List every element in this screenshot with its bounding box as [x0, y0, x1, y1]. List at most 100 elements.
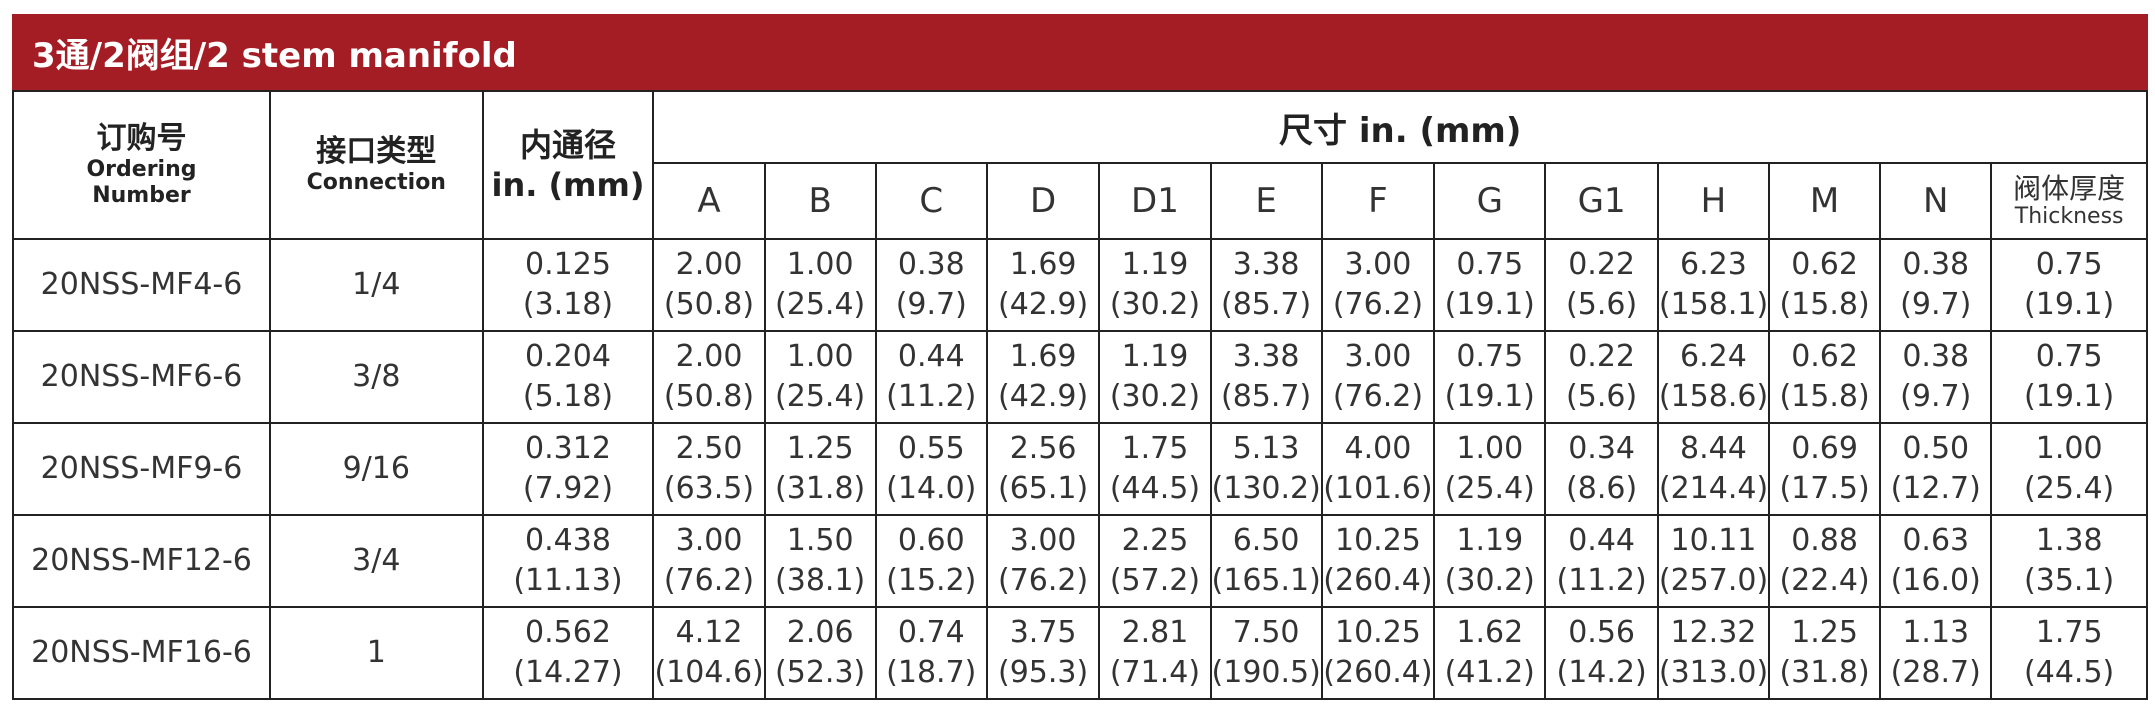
value-inch: 0.22 [1568, 339, 1635, 374]
value-inch: 0.312 [525, 431, 611, 466]
value-inch: 0.60 [897, 523, 965, 558]
value-inch: 5.13 [1232, 431, 1300, 466]
dimension-cell: 1.69 (42.9) [985, 330, 1101, 424]
dimension-cell: 0.44 (11.2) [874, 330, 988, 424]
value-mm: (19.1) [1444, 379, 1535, 414]
value-mm: (15.8) [1779, 287, 1870, 322]
value-inch: 3.38 [1232, 339, 1300, 374]
value-mm: (85.7) [1220, 379, 1312, 414]
value-mm: (5.6) [1566, 287, 1638, 322]
value-mm: (95.3) [998, 655, 1089, 690]
dim-col-header: D [985, 162, 1101, 240]
value-mm: (257.0) [1658, 563, 1769, 598]
bore-cell: 0.125 (3.18) [481, 238, 655, 332]
dimension-cell: 1.25 (31.8) [1768, 606, 1882, 700]
value-mm: (260.4) [1323, 655, 1433, 690]
ordering-number-cell: 20NSS-MF12-6 [11, 514, 272, 608]
dimension-cell: 2.81 (71.4) [1098, 606, 1212, 700]
connection-cell: 3/8 [269, 330, 484, 424]
value-mm: (5.6) [1566, 379, 1638, 414]
value-inch: 0.204 [525, 339, 611, 374]
bore-cell: 0.562 (14.27) [481, 606, 655, 700]
value-mm: (25.4) [1444, 471, 1535, 506]
value-mm: (30.2) [1444, 563, 1535, 598]
value-inch: 1.19 [1456, 523, 1524, 558]
value-inch: 1.00 [1456, 431, 1524, 466]
dim-col-header: A [652, 162, 766, 240]
value-inch: 10.25 [1334, 615, 1421, 650]
value-mm: (31.8) [1779, 655, 1870, 690]
table-row: 20NSS-MF9-6 9/16 0.312 (7.92) 2.50 (63.5) 1.25… [11, 422, 2148, 516]
dimension-cell: 0.22 (5.6) [1544, 330, 1659, 424]
value-mm: (190.5) [1211, 655, 1321, 690]
value-mm: (25.4) [775, 379, 866, 414]
dimension-cell: 6.24 (158.6) [1656, 330, 1771, 424]
page-title: 3通/2阀组/2 stem manifold [32, 35, 517, 76]
thickness-header: 阀体厚度 Thickness [1990, 162, 2148, 240]
value-mm: (30.2) [1109, 287, 1201, 322]
value-mm: (19.1) [2024, 287, 2115, 322]
value-inch: 1.62 [1456, 615, 1524, 650]
dimension-cell: 1.00 (25.4) [763, 238, 877, 332]
table-row: 20NSS-MF4-6 1/4 0.125 (3.18) 2.00 (50.8) 1.00 (… [11, 238, 2148, 332]
thickness-cell: 1.00 (25.4) [1990, 422, 2148, 516]
ordering-header: 订购号 Ordering Number [11, 90, 272, 240]
dimension-cell: 0.74 (18.7) [874, 606, 988, 700]
dim-col-header: B [763, 162, 877, 240]
value-inch: 0.44 [897, 339, 965, 374]
value-inch: 0.75 [2035, 247, 2103, 282]
dim-col-header: H [1656, 162, 1771, 240]
value-inch: 10.25 [1334, 523, 1421, 558]
value-inch: 8.44 [1680, 431, 1747, 466]
bore-cell: 0.204 (5.18) [481, 330, 655, 424]
ordering-header-en-1: Ordering [86, 157, 197, 182]
dimension-cell: 0.56 (14.2) [1544, 606, 1659, 700]
dimension-cell: 2.00 (50.8) [652, 238, 766, 332]
dimension-cell: 3.00 (76.2) [652, 514, 766, 608]
value-inch: 2.25 [1121, 523, 1189, 558]
value-mm: (9.7) [895, 287, 967, 322]
value-inch: 1.69 [1009, 339, 1077, 374]
dimension-cell: 0.75 (19.1) [1433, 330, 1547, 424]
dimension-cell: 8.44 (214.4) [1656, 422, 1771, 516]
value-inch: 1.25 [786, 431, 854, 466]
connection-cell: 3/4 [269, 514, 484, 608]
dimension-cell: 1.00 (25.4) [763, 330, 877, 424]
value-inch: 0.22 [1568, 247, 1635, 282]
thickness-header-cn: 阀体厚度 [2013, 172, 2126, 205]
dim-col-header: G [1433, 162, 1547, 240]
value-inch: 0.63 [1902, 523, 1970, 558]
dimension-cell: 1.50 (38.1) [763, 514, 877, 608]
value-mm: (25.4) [2024, 471, 2115, 506]
value-mm: (30.2) [1109, 379, 1201, 414]
value-mm: (31.8) [775, 471, 866, 506]
table-row: 20NSS-MF16-6 1 0.562 (14.27) 4.12 (104.6) 2.06… [11, 606, 2148, 700]
value-inch: 0.125 [525, 247, 611, 282]
dim-col-header: G1 [1544, 162, 1659, 240]
thickness-cell: 0.75 (19.1) [1990, 330, 2148, 424]
dim-col-header: E [1209, 162, 1323, 240]
spec-table: 订购号 Ordering Number 接口类型 Connection 内通径 … [11, 90, 2148, 700]
dimension-cell: 3.00 (76.2) [985, 514, 1101, 608]
ordering-number-cell: 20NSS-MF4-6 [11, 238, 272, 332]
value-mm: (5.18) [522, 379, 614, 414]
dimension-cell: 2.25 (57.2) [1098, 514, 1212, 608]
dimension-cell: 1.19 (30.2) [1433, 514, 1547, 608]
value-inch: 3.75 [1009, 615, 1077, 650]
ordering-header-en-2: Number [92, 183, 191, 208]
table-row: 20NSS-MF12-6 3/4 0.438 (11.13) 3.00 (76.2) 1.5… [11, 514, 2148, 608]
value-inch: 4.00 [1344, 431, 1412, 466]
value-inch: 7.50 [1232, 615, 1300, 650]
dimension-cell: 0.38 (9.7) [1879, 238, 1993, 332]
value-inch: 0.62 [1791, 339, 1858, 374]
value-mm: (19.1) [1444, 287, 1535, 322]
dimension-cell: 3.38 (85.7) [1209, 238, 1323, 332]
dimension-cell: 0.62 (15.8) [1768, 238, 1882, 332]
value-inch: 0.38 [1902, 247, 1970, 282]
value-inch: 2.00 [675, 247, 743, 282]
dimension-cell: 0.22 (5.6) [1544, 238, 1659, 332]
dimension-cell: 0.62 (15.8) [1768, 330, 1882, 424]
ordering-number-cell: 20NSS-MF6-6 [11, 330, 272, 424]
dimension-cell: 3.75 (95.3) [985, 606, 1101, 700]
value-inch: 1.19 [1121, 247, 1189, 282]
